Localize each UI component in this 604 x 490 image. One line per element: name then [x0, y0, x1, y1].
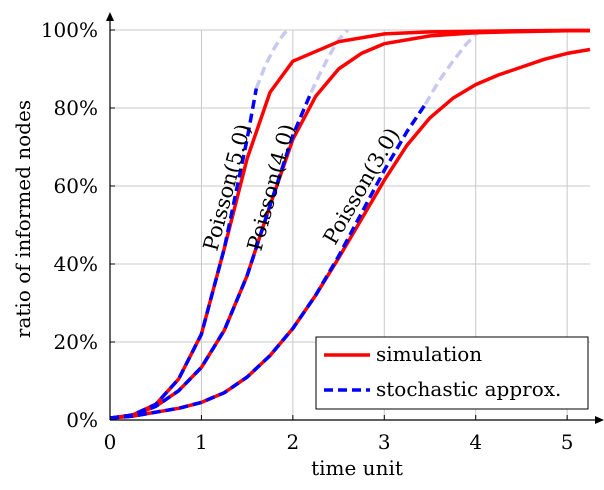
legend-label-simulation: simulation	[376, 342, 482, 366]
legend-label-stochastic: stochastic approx.	[376, 377, 561, 401]
y-tick-label: 0%	[66, 408, 98, 432]
y-axis-arrow	[106, 12, 114, 21]
legend-box	[315, 336, 589, 410]
axes	[106, 12, 604, 424]
y-tick-label: 40%	[54, 252, 98, 276]
series-line-simulation-poisson-30	[109, 47, 591, 420]
series-line-stochastic-approx-poisson-40	[109, 91, 313, 420]
series-line-faded-approx-poisson-30	[423, 28, 482, 105]
x-tick-label: 3	[378, 430, 391, 454]
x-axis-arrow	[595, 416, 604, 424]
y-tick-label: 60%	[54, 174, 98, 198]
x-tick-label: 5	[561, 430, 574, 454]
y-axis-title: ratio of informed nodes	[11, 100, 35, 338]
x-tick-label: 1	[195, 430, 208, 454]
y-tick-label: 20%	[54, 330, 98, 354]
series-line-stochastic-approx-poisson-30	[109, 103, 427, 420]
y-tick-label: 100%	[41, 18, 98, 42]
series-lines	[109, 28, 591, 420]
x-axis-title: time unit	[311, 456, 403, 480]
legend: simulation stochastic approx.	[315, 336, 589, 410]
series-line-faded-approx-poisson-40	[309, 28, 349, 94]
x-tick-label: 2	[286, 430, 299, 454]
series-line-stochastic-approx-poisson-50	[109, 88, 259, 420]
y-tick-label: 80%	[54, 96, 98, 120]
x-tick-label: 0	[104, 430, 117, 454]
x-tick-label: 4	[469, 430, 482, 454]
tick-labels: 0 1 2 3 4 5 0% 20% 40% 60% 80% 100%	[41, 18, 574, 454]
series-line-faded-approx-poisson-50	[254, 28, 290, 90]
